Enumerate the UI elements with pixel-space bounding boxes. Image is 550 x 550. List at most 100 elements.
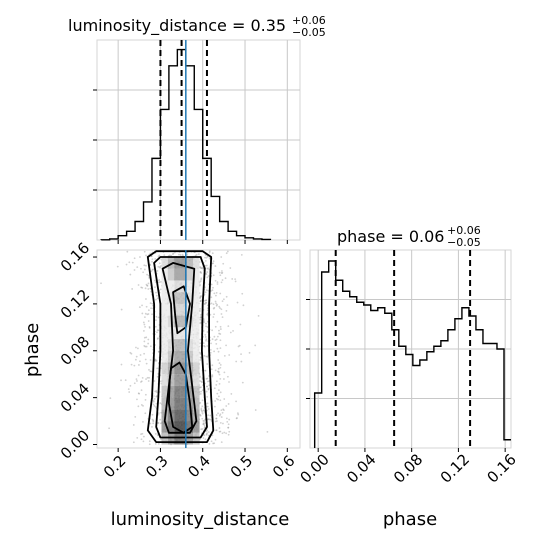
joint-scatter-point	[215, 414, 218, 416]
joint-scatter-point	[209, 348, 212, 351]
joint-density-cell	[167, 292, 175, 304]
joint-scatter-point	[240, 360, 243, 363]
joint-scatter-point	[241, 381, 244, 384]
joint-panel: 0.2 0.3 0.4 0.5 0.6 0.00 0.04 0.08 0.12 0.16 lum…	[22, 239, 301, 530]
joint-scatter-point	[148, 277, 151, 279]
joint-scatter-point	[214, 300, 217, 303]
joint-scatter-point	[227, 426, 230, 429]
joint-scatter-point	[150, 255, 153, 258]
joint-scatter-point	[211, 262, 214, 265]
joint-density-cell	[161, 385, 168, 398]
joint-scatter-point	[145, 362, 148, 365]
joint-scatter-point	[221, 411, 224, 414]
joint-scatter-point	[157, 442, 160, 445]
joint-scatter-point	[151, 413, 154, 416]
joint-scatter-point	[140, 438, 143, 441]
joint-scatter-point	[120, 363, 123, 366]
joint-scatter-point	[220, 441, 223, 444]
joint-density-cell	[180, 339, 187, 351]
phase-xlabel: phase	[383, 509, 437, 530]
joint-scatter-point	[199, 401, 202, 404]
joint-scatter-point	[220, 409, 223, 412]
joint-scatter-point	[205, 299, 207, 302]
joint-scatter-point	[229, 267, 232, 269]
joint-density-cell	[161, 315, 168, 328]
joint-scatter-point	[217, 412, 219, 415]
joint-scatter-point	[156, 338, 159, 340]
joint-scatter-point	[227, 403, 230, 405]
joint-scatter-point	[139, 360, 141, 363]
joint-scatter-point	[138, 392, 141, 395]
joint-scatter-point	[203, 321, 205, 324]
joint-density-cell	[186, 374, 194, 386]
joint-density-cell	[186, 409, 194, 422]
joint-contours	[146, 250, 215, 443]
joint-scatter-point	[214, 400, 217, 402]
joint-density-cell	[180, 327, 187, 340]
joint-scatter-point	[217, 350, 220, 353]
joint-scatter-point	[126, 250, 129, 253]
joint-scatter-point	[237, 413, 240, 416]
joint-density-cell	[180, 292, 187, 304]
joint-scatter-point	[235, 417, 238, 420]
joint-density-cell	[193, 421, 200, 433]
joint-density-cell	[193, 339, 200, 351]
joint-scatter-point	[154, 406, 157, 408]
joint-scatter-point	[211, 252, 214, 255]
joint-scatter-point	[207, 267, 209, 270]
joint-density-cell	[186, 257, 194, 269]
joint-scatter-point	[143, 352, 146, 355]
joint-scatter-point	[156, 269, 159, 272]
joint-scatter-point	[216, 392, 219, 395]
joint-scatter-point	[155, 390, 158, 392]
joint-density-cell	[167, 339, 175, 351]
joint-scatter-point	[151, 260, 153, 263]
joint-scatter-point	[219, 333, 222, 335]
joint-scatter-point	[178, 253, 180, 256]
joint-scatter-point	[156, 367, 159, 370]
joint-density-cell	[161, 432, 168, 445]
joint-scatter-point	[215, 342, 218, 345]
joint-scatter-point	[226, 420, 229, 423]
joint-density-cell	[161, 374, 168, 386]
joint-density-cell	[174, 374, 181, 386]
joint-scatter-point	[158, 254, 161, 257]
joint-scatter-point	[201, 381, 203, 384]
joint-scatter-point	[222, 409, 225, 411]
joint-y-tick-label: 0.04	[57, 379, 93, 415]
joint-scatter-point	[217, 371, 220, 374]
joint-scatter-point	[200, 390, 202, 393]
joint-scatter-point	[217, 367, 220, 370]
joint-scatter-point	[100, 282, 102, 285]
joint-density-cell	[193, 280, 200, 293]
joint-scatter-point	[207, 388, 210, 391]
joint-scatter-point	[206, 331, 209, 333]
joint-density-cell	[186, 303, 194, 316]
joint-scatter-point	[141, 432, 144, 435]
joint-density-cell	[174, 339, 181, 351]
joint-scatter-point	[152, 400, 155, 403]
joint-scatter-point	[217, 395, 220, 398]
joint-frame	[96, 249, 301, 449]
joint-density-cell	[180, 315, 187, 328]
joint-scatter-point	[221, 300, 224, 303]
joint-scatter-point	[205, 325, 207, 328]
joint-scatter-point	[214, 339, 217, 342]
joint-density-cell	[186, 339, 194, 351]
joint-scatter-point	[208, 268, 211, 271]
joint-density-cell	[186, 268, 194, 281]
joint-scatter-point	[204, 369, 206, 372]
joint-contour-2	[153, 256, 208, 439]
joint-scatter-point	[143, 344, 146, 347]
joint-scatter-point	[145, 378, 147, 380]
joint-scatter-point	[147, 380, 150, 382]
joint-scatter-point	[202, 330, 205, 332]
joint-scatter-point	[154, 442, 157, 445]
joint-density-cell	[193, 385, 200, 398]
joint-scatter-point	[144, 393, 147, 396]
joint-scatter-point	[219, 274, 222, 277]
joint-scatter-point	[143, 340, 146, 343]
phase-hist-title: phase = 0.06 +0.06 −0.05	[337, 224, 481, 249]
joint-scatter-point	[199, 414, 202, 417]
joint-scatter-point	[143, 336, 146, 339]
